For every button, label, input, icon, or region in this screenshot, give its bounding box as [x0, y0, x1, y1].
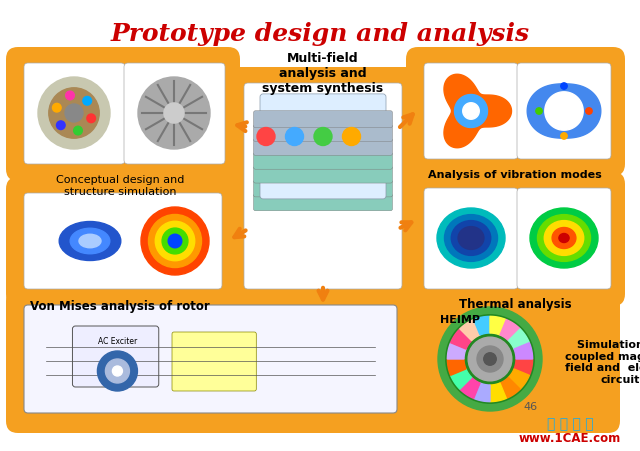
Text: Prototype design and analysis: Prototype design and analysis — [111, 22, 529, 46]
FancyBboxPatch shape — [24, 64, 125, 165]
Circle shape — [74, 127, 83, 136]
Ellipse shape — [559, 234, 569, 243]
Circle shape — [148, 215, 202, 268]
FancyBboxPatch shape — [24, 305, 397, 413]
Polygon shape — [460, 377, 480, 399]
Polygon shape — [490, 317, 506, 335]
Text: Thermal analysis: Thermal analysis — [459, 297, 572, 310]
Text: Von Mises analysis of rotor: Von Mises analysis of rotor — [30, 299, 210, 312]
FancyBboxPatch shape — [6, 290, 620, 433]
Ellipse shape — [552, 228, 576, 249]
Ellipse shape — [561, 133, 567, 140]
Circle shape — [484, 353, 496, 365]
Ellipse shape — [538, 215, 591, 262]
Polygon shape — [490, 383, 506, 402]
Circle shape — [138, 78, 210, 150]
Text: Multi-field
analysis and
system synthesis: Multi-field analysis and system synthesi… — [262, 52, 383, 95]
FancyBboxPatch shape — [424, 64, 518, 160]
FancyBboxPatch shape — [226, 68, 420, 306]
FancyBboxPatch shape — [253, 194, 392, 212]
Polygon shape — [463, 104, 479, 120]
FancyBboxPatch shape — [260, 95, 386, 199]
Circle shape — [66, 92, 74, 101]
FancyBboxPatch shape — [253, 111, 392, 129]
Ellipse shape — [530, 208, 598, 268]
Polygon shape — [500, 320, 520, 341]
FancyBboxPatch shape — [406, 173, 625, 306]
Circle shape — [438, 307, 542, 411]
FancyBboxPatch shape — [424, 189, 518, 290]
Ellipse shape — [561, 83, 567, 90]
Polygon shape — [545, 92, 583, 131]
Polygon shape — [447, 343, 466, 359]
Circle shape — [468, 337, 512, 381]
Polygon shape — [447, 359, 466, 376]
Circle shape — [52, 104, 61, 113]
Circle shape — [314, 128, 332, 146]
Polygon shape — [454, 95, 488, 128]
Ellipse shape — [79, 235, 101, 248]
Ellipse shape — [451, 221, 491, 256]
Polygon shape — [444, 75, 511, 148]
FancyBboxPatch shape — [253, 167, 392, 184]
Circle shape — [38, 78, 110, 150]
Ellipse shape — [70, 229, 110, 254]
Ellipse shape — [544, 221, 584, 256]
Polygon shape — [474, 317, 490, 335]
Polygon shape — [527, 85, 601, 139]
Circle shape — [162, 229, 188, 254]
FancyBboxPatch shape — [253, 153, 392, 170]
Polygon shape — [451, 329, 472, 349]
Circle shape — [285, 128, 303, 146]
Circle shape — [141, 207, 209, 276]
Circle shape — [164, 104, 184, 124]
Ellipse shape — [458, 227, 484, 250]
Ellipse shape — [60, 222, 121, 261]
Polygon shape — [514, 359, 532, 376]
Circle shape — [49, 88, 99, 139]
Circle shape — [65, 105, 83, 123]
Text: 仿 真 在 线: 仿 真 在 线 — [547, 416, 593, 430]
Text: www.1CAE.com: www.1CAE.com — [519, 431, 621, 444]
FancyBboxPatch shape — [172, 332, 256, 391]
FancyBboxPatch shape — [406, 48, 625, 177]
Circle shape — [97, 351, 138, 391]
Circle shape — [87, 115, 95, 124]
Circle shape — [56, 122, 65, 130]
Circle shape — [106, 359, 129, 383]
FancyBboxPatch shape — [244, 84, 402, 290]
Ellipse shape — [586, 109, 592, 115]
Polygon shape — [474, 383, 490, 402]
FancyBboxPatch shape — [24, 193, 222, 290]
Ellipse shape — [445, 215, 497, 262]
FancyBboxPatch shape — [6, 178, 240, 306]
Ellipse shape — [536, 109, 542, 115]
Circle shape — [83, 97, 92, 106]
Polygon shape — [508, 329, 529, 349]
FancyBboxPatch shape — [253, 125, 392, 142]
FancyBboxPatch shape — [72, 326, 159, 387]
Circle shape — [446, 315, 534, 403]
Text: 46: 46 — [523, 401, 537, 411]
Circle shape — [477, 346, 503, 372]
Polygon shape — [514, 343, 532, 359]
FancyBboxPatch shape — [517, 189, 611, 290]
FancyBboxPatch shape — [6, 48, 240, 182]
FancyBboxPatch shape — [517, 64, 611, 160]
Circle shape — [257, 128, 275, 146]
Text: AC Exciter: AC Exciter — [98, 337, 137, 346]
Polygon shape — [451, 369, 472, 389]
Text: Simulation on
coupled magnetic
field and  electric
circuit: Simulation on coupled magnetic field and… — [564, 339, 640, 384]
Text: Conceptual design and
structure simulation: Conceptual design and structure simulati… — [56, 175, 184, 196]
Circle shape — [168, 235, 182, 248]
Polygon shape — [508, 369, 529, 389]
Circle shape — [156, 222, 195, 261]
FancyBboxPatch shape — [124, 64, 225, 165]
FancyBboxPatch shape — [253, 139, 392, 156]
Text: Analysis of vibration modes: Analysis of vibration modes — [428, 170, 602, 179]
Polygon shape — [500, 377, 520, 399]
Ellipse shape — [437, 208, 505, 268]
FancyBboxPatch shape — [253, 181, 392, 198]
Polygon shape — [460, 320, 480, 341]
